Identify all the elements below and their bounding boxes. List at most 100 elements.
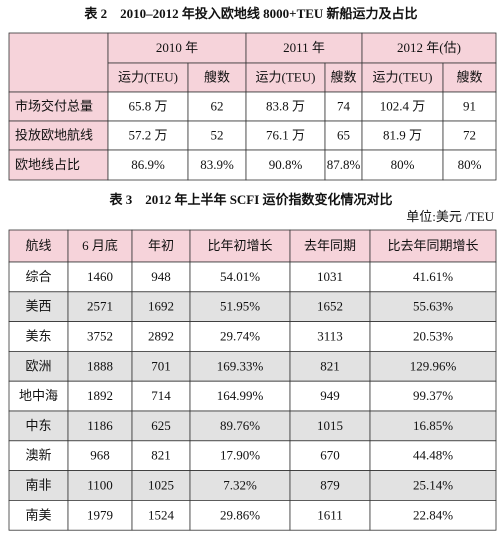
cell-text: 25.14% [413, 477, 453, 492]
table-cell [442, 149, 497, 181]
cell-text: 80% [391, 157, 415, 172]
cell-text: 86.9% [131, 157, 165, 172]
cell-text: 821 [320, 358, 340, 373]
table-cell [369, 321, 497, 352]
cell-text: 1652 [317, 299, 343, 314]
cell-text: 99.37% [413, 388, 453, 403]
cell-text: 701 [151, 358, 171, 373]
table-cell [189, 380, 291, 412]
cell-text: 87.8% [327, 157, 361, 172]
table-cell [8, 350, 69, 382]
table-cell [107, 32, 247, 64]
table-title: 表 2 2010–2012 年投入欧地线 8000+TEU 新船运力及占比 [83, 6, 417, 21]
table-cell [8, 470, 69, 501]
table-cell [245, 149, 326, 181]
cell-text: 南非 [25, 477, 51, 492]
cell-text: 129.96% [410, 358, 457, 373]
cell-text: 2012 年(估) [397, 40, 461, 55]
table-cell [289, 470, 371, 501]
cell-text: 市场交付总量 [15, 98, 93, 113]
cell-text: 2011 年 [283, 40, 325, 55]
table-cell [189, 470, 291, 501]
cell-text: 投放欧地航线 [15, 127, 93, 142]
cell-text: 41.61% [413, 269, 453, 284]
cell-text: 74 [337, 98, 351, 113]
table-cell [361, 32, 497, 64]
cell-text: 6 月底 [82, 238, 118, 253]
cell-text: 968 [90, 448, 110, 463]
cell-text: 1611 [317, 507, 343, 522]
cell-text: 1979 [87, 507, 113, 522]
table-cell [324, 149, 363, 181]
table-cell [107, 120, 189, 151]
cell-text: 1100 [87, 477, 113, 492]
cell-text: 美西 [25, 299, 51, 314]
table-cell [369, 410, 497, 442]
cell-text: 艘数 [330, 69, 356, 84]
cell-text: 90.8% [269, 157, 303, 172]
cell-text: 航线 [25, 238, 51, 253]
cell-text: 51.95% [220, 299, 260, 314]
cell-text: 62 [211, 98, 224, 113]
table-cell [67, 410, 133, 442]
cell-text: 1186 [87, 418, 113, 433]
cell-text: 949 [320, 388, 340, 403]
table-cell [187, 120, 247, 151]
cell-text: 2892 [148, 328, 174, 343]
table-cell [189, 291, 291, 322]
cell-text: 102.4 万 [380, 98, 426, 113]
table-cell [189, 499, 291, 531]
table-cell [8, 261, 69, 293]
cell-text: 去年同期 [304, 238, 356, 253]
cell-text: 2571 [87, 299, 113, 314]
cell-text: 1015 [317, 418, 343, 433]
table-cell [289, 440, 371, 471]
cell-text: 44.48% [413, 448, 453, 463]
table-cell [67, 440, 133, 471]
table-cell [131, 291, 191, 322]
table-cell [369, 261, 497, 293]
table-cell [131, 321, 191, 352]
table-cell [67, 499, 133, 531]
table-cell [187, 91, 247, 122]
table-cell [189, 410, 291, 442]
cell-text: 1025 [148, 477, 174, 492]
cell-text: 澳新 [25, 448, 51, 463]
unit-note: 单位:美元 /TEU [406, 209, 494, 224]
cell-text: 7.32% [223, 477, 257, 492]
table-cell [107, 149, 189, 181]
table-cell [369, 470, 497, 501]
cell-text: 运力(TEU) [256, 69, 316, 84]
table-cell [189, 261, 291, 293]
table-cell [289, 291, 371, 322]
table-cell [131, 470, 191, 501]
cell-text: 65.8 万 [128, 98, 167, 113]
cell-text: 29.86% [220, 507, 260, 522]
table-cell [8, 499, 69, 531]
cell-text: 81.9 万 [383, 127, 422, 142]
table-cell [8, 229, 69, 263]
table-cell [369, 499, 497, 531]
table-cell [289, 499, 371, 531]
table-title: 表 3 2012 年上半年 SCFI 运价指数变化情况对比 [108, 192, 392, 207]
table-cell [67, 350, 133, 382]
cell-text: 1892 [87, 388, 113, 403]
table-cell [369, 380, 497, 412]
table-cell [289, 321, 371, 352]
cell-text: 地中海 [19, 388, 58, 403]
cell-text: 1460 [87, 269, 113, 284]
cell-text: 17.90% [220, 448, 260, 463]
cell-text: 54.01% [220, 269, 260, 284]
cell-text: 879 [320, 477, 340, 492]
cell-text: 80% [458, 157, 482, 172]
cell-text: 948 [151, 269, 171, 284]
table-cell [8, 32, 109, 93]
cell-text: 1888 [87, 358, 113, 373]
cell-text: 29.74% [220, 328, 260, 343]
cell-text: 52 [211, 127, 224, 142]
table-cell [442, 91, 497, 122]
table-cell [8, 291, 69, 322]
table-cell [361, 120, 444, 151]
cell-text: 艘数 [204, 69, 230, 84]
